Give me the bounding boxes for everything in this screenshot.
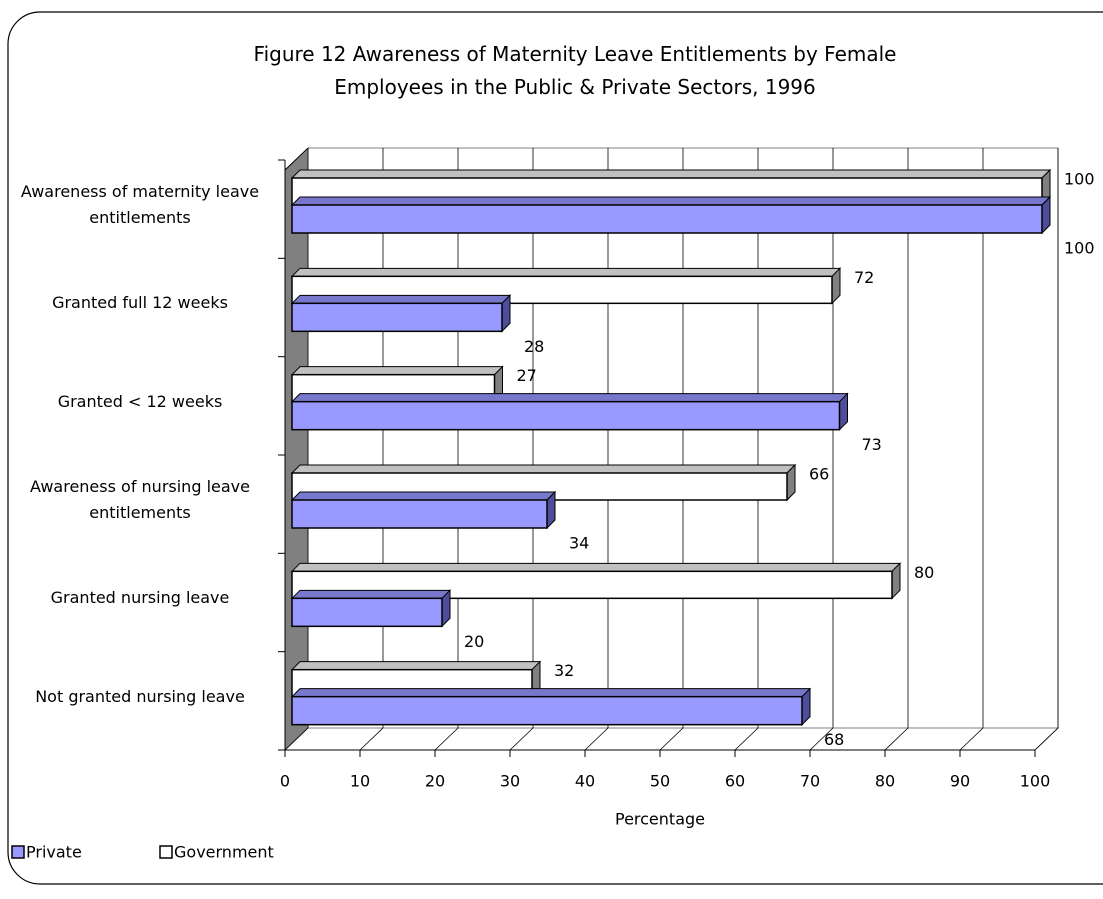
floor-grid-line bbox=[434, 727, 459, 751]
data-label: 68 bbox=[824, 730, 844, 749]
title-line: Figure 12 Awareness of Maternity Leave E… bbox=[253, 42, 897, 66]
chart-border bbox=[7, 11, 1103, 885]
bar-top bbox=[290, 562, 902, 572]
x-tick-label: 10 bbox=[350, 772, 370, 791]
floor-grid-line bbox=[584, 727, 609, 751]
bar-top bbox=[290, 196, 1052, 206]
data-label: 72 bbox=[854, 268, 874, 287]
floor-grid-line bbox=[959, 727, 984, 751]
bar-top bbox=[290, 491, 557, 501]
bar bbox=[291, 204, 1043, 234]
floor-grid-line bbox=[659, 727, 684, 751]
data-label: 20 bbox=[464, 632, 484, 651]
x-tick-label: 100 bbox=[1020, 772, 1051, 791]
legend-label: Government bbox=[174, 843, 274, 862]
data-label: 32 bbox=[554, 661, 574, 680]
bar bbox=[291, 400, 841, 431]
data-label: 80 bbox=[914, 563, 934, 582]
legend-swatch bbox=[159, 845, 173, 859]
x-tick-label: 50 bbox=[650, 772, 670, 791]
bar-top bbox=[290, 661, 542, 671]
floor-grid-line bbox=[509, 727, 534, 751]
bar bbox=[291, 695, 803, 726]
data-label: 28 bbox=[524, 337, 544, 356]
bar-top bbox=[290, 267, 842, 277]
bar-top bbox=[290, 366, 504, 376]
y-tick-label: Granted nursing leave bbox=[50, 588, 230, 608]
y-tick-label: Not granted nursing leave bbox=[35, 686, 245, 706]
legend-swatch bbox=[11, 845, 25, 859]
y-tick-label: Awareness of maternity leave entitlement… bbox=[20, 182, 260, 227]
side-wall bbox=[284, 146, 309, 752]
bar-top bbox=[290, 589, 452, 599]
bar-top bbox=[290, 169, 1052, 179]
data-label: 27 bbox=[517, 366, 537, 385]
x-tick-label: 40 bbox=[575, 772, 595, 791]
x-tick-label: 0 bbox=[280, 772, 290, 791]
floor-grid-line bbox=[1034, 727, 1059, 751]
data-label: 100 bbox=[1064, 239, 1095, 258]
x-tick-label: 20 bbox=[425, 772, 445, 791]
bar-top bbox=[290, 393, 849, 403]
chart-title: Figure 12 Awareness of Maternity Leave E… bbox=[0, 38, 1103, 104]
x-axis-label: Percentage bbox=[615, 810, 705, 829]
floor-grid-line bbox=[809, 727, 834, 751]
floor-grid-line bbox=[284, 727, 309, 751]
bar bbox=[291, 597, 443, 628]
x-tick-label: 30 bbox=[500, 772, 520, 791]
bar-top bbox=[290, 294, 512, 304]
x-tick-label: 90 bbox=[950, 772, 970, 791]
floor-grid-line bbox=[359, 727, 384, 751]
floor-grid-line bbox=[734, 727, 759, 751]
y-tick-label: Granted < 12 weeks bbox=[57, 391, 223, 411]
bar-top bbox=[290, 464, 797, 474]
y-tick-label: Awareness of nursing leave entitlements bbox=[30, 477, 250, 522]
legend-label: Private bbox=[26, 843, 82, 862]
bar bbox=[291, 302, 503, 333]
data-label: 34 bbox=[569, 534, 589, 553]
data-label: 100 bbox=[1064, 170, 1095, 189]
data-label: 73 bbox=[862, 435, 882, 454]
x-tick-label: 70 bbox=[800, 772, 820, 791]
floor-grid-line bbox=[884, 727, 909, 751]
title-line: Employees in the Public & Private Sector… bbox=[334, 75, 816, 99]
bar-top bbox=[290, 688, 812, 698]
y-tick-label: Granted full 12 weeks bbox=[52, 293, 228, 313]
x-tick-label: 80 bbox=[875, 772, 895, 791]
x-tick-label: 60 bbox=[725, 772, 745, 791]
bar bbox=[291, 499, 548, 529]
data-label: 66 bbox=[809, 465, 829, 484]
